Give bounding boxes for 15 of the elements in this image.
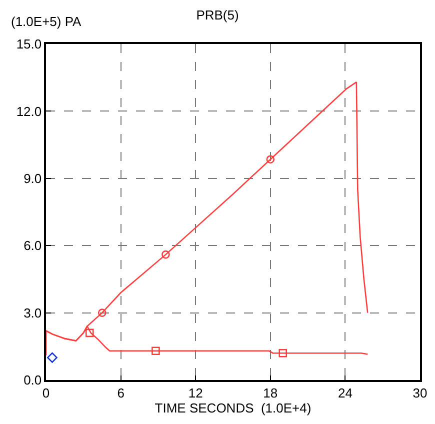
x-axis-title: TIME SECONDS (1.0E+4) [154, 400, 312, 416]
y-tick-label: 6.0 [24, 238, 42, 254]
y-tick-label: 12.0 [16, 104, 42, 119]
chart-title: PRB(5) [196, 8, 239, 23]
x-tick-label: 6 [117, 385, 124, 400]
y-axis-title: (1.0E+5) PA [11, 14, 82, 29]
y-tick-label: 3.0 [24, 305, 42, 320]
x-tick-label: 30 [412, 385, 428, 400]
x-tick-label: 18 [263, 385, 278, 400]
x-tick-label: 12 [188, 385, 203, 400]
y-tick-label: 9.0 [24, 170, 42, 186]
y-tick-label: 15.0 [16, 36, 42, 52]
x-tick-label: 0 [42, 385, 50, 400]
y-tick-label: 0.0 [24, 372, 42, 388]
x-tick-label: 24 [338, 385, 352, 400]
